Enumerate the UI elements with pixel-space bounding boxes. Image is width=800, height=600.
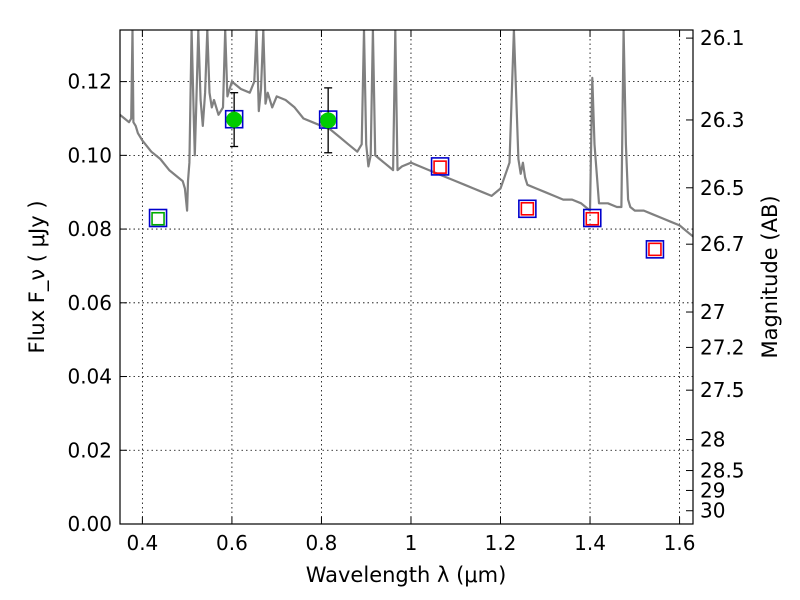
y-tick-label: 0.02 xyxy=(67,438,112,462)
upper-limit-point xyxy=(585,211,600,226)
y-tick-label: 0.10 xyxy=(67,143,112,167)
upper-limit-point xyxy=(433,160,447,174)
model-photometry-point xyxy=(518,199,537,219)
y2-tick-label: 27 xyxy=(700,300,725,324)
y2-tick-label: 26.5 xyxy=(700,176,745,200)
y2-tick-label: 27.2 xyxy=(700,335,745,359)
model-photometry-point xyxy=(148,208,168,228)
upper-limit-point xyxy=(648,242,662,257)
observed-photometry-point xyxy=(226,111,243,128)
y-tick-label: 0.00 xyxy=(67,512,112,536)
x-tick-label: 0.8 xyxy=(306,531,338,555)
y2-tick-label: 29 xyxy=(700,478,725,502)
model-photometry-point xyxy=(582,208,602,228)
y-tick-label: 0.06 xyxy=(67,291,112,315)
y2-tick-label: 26.3 xyxy=(700,108,745,132)
y-tick-label: 0.04 xyxy=(67,365,112,389)
y2-tick-label: 28 xyxy=(700,428,725,452)
model-photometry-point xyxy=(430,157,450,176)
x-tick-label: 0.4 xyxy=(126,531,158,555)
x-tick-label: 1.2 xyxy=(485,531,517,555)
photometry-markers xyxy=(148,87,665,259)
x-tick-label: 1 xyxy=(405,531,418,555)
model-spectrum-line xyxy=(120,30,693,238)
grid-lines xyxy=(120,30,693,525)
x-tick-label: 1.4 xyxy=(574,531,606,555)
y-axis-title: Flux F_ν ( μJy ) xyxy=(25,200,50,353)
y2-tick-label: 26.1 xyxy=(700,26,745,50)
photometry-limit-point xyxy=(151,211,165,226)
y2-tick-label: 27.5 xyxy=(700,378,745,402)
plot-frame xyxy=(119,29,694,525)
x-tick-label: 0.6 xyxy=(216,531,248,555)
x-tick-label: 1.6 xyxy=(664,531,696,555)
axis-ticks: 0.4 0.6 0.8 1 1.2 1.4 1.6 0.00 0.02 0.04 0.06 0.08 0… xyxy=(67,26,744,555)
y2-axis-title: Magnitude (AB) xyxy=(758,195,782,358)
y-tick-label: 0.08 xyxy=(67,217,112,241)
upper-limit-point xyxy=(520,201,535,216)
y2-tick-label: 28.5 xyxy=(700,459,745,483)
y2-tick-label: 26.7 xyxy=(700,232,745,256)
x-axis-title: Wavelength λ (μm) xyxy=(306,563,507,587)
y2-tick-label: 30 xyxy=(700,499,725,523)
model-photometry-point xyxy=(645,240,665,259)
model-spectrum-layer xyxy=(120,30,693,238)
y-tick-label: 0.12 xyxy=(67,70,112,94)
observed-photometry-point xyxy=(320,112,337,129)
